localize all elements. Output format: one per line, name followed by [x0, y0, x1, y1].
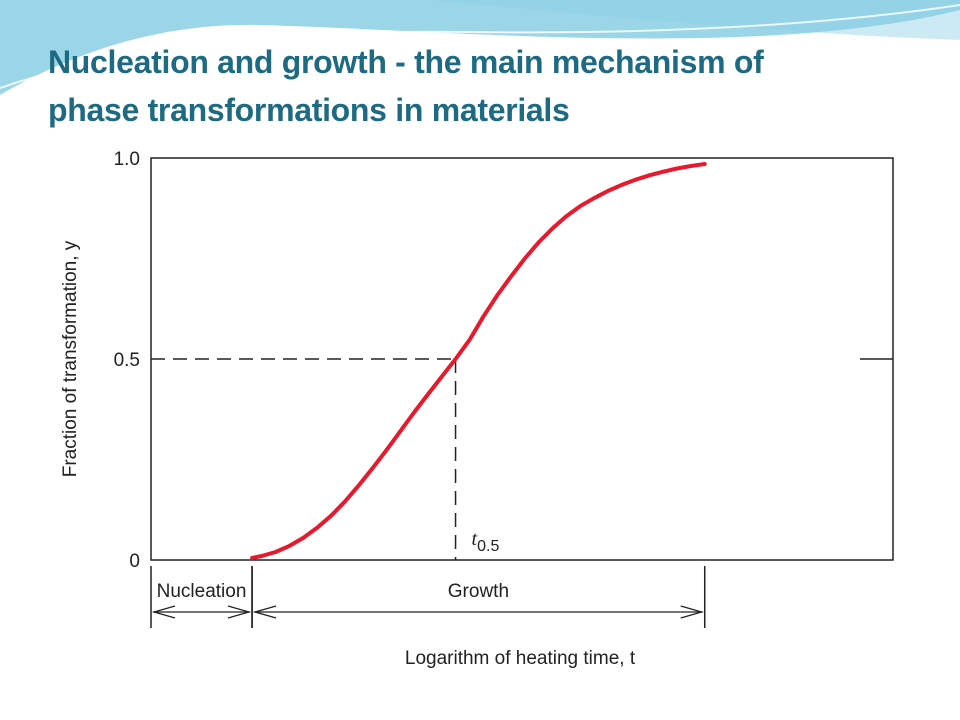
region-arrow-head-left [252, 605, 277, 619]
region-label: Nucleation [157, 581, 247, 602]
region-arrow-head-right [680, 605, 704, 619]
slide-title: Nucleation and growth - the main mechani… [48, 38, 928, 134]
slide-title-line-2: phase transformations in materials [48, 92, 570, 128]
region-nucleation: Nucleation [150, 566, 253, 628]
y-tick-label: 1.0 [114, 149, 140, 170]
region-arrow-head-right [227, 605, 252, 619]
series-line-transformation [250, 162, 707, 560]
reference-label: t0.5 [472, 528, 500, 555]
y-tick-label: 0 [129, 551, 140, 572]
banner-swoosh [0, 0, 960, 95]
slide-title-line-1: Nucleation and growth - the main mechani… [48, 44, 764, 80]
banner-swoosh-light [430, 0, 960, 40]
banner-line [0, 4, 960, 89]
y-tick-label: 0.5 [114, 350, 140, 371]
region-growth: Growth [251, 566, 706, 628]
region-label: Growth [448, 581, 509, 602]
x-axis-label: Logarithm of heating time, t [405, 648, 636, 669]
region-arrow-head-left [151, 605, 176, 619]
y-axis-label: Fraction of transformation, y [60, 240, 81, 477]
